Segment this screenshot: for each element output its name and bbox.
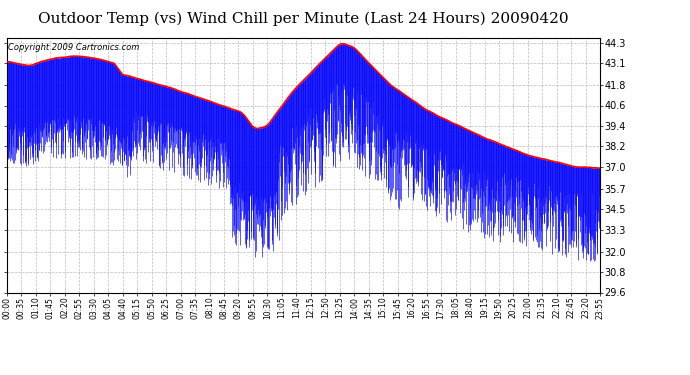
Text: Copyright 2009 Cartronics.com: Copyright 2009 Cartronics.com: [8, 43, 139, 52]
Text: Outdoor Temp (vs) Wind Chill per Minute (Last 24 Hours) 20090420: Outdoor Temp (vs) Wind Chill per Minute …: [38, 11, 569, 26]
